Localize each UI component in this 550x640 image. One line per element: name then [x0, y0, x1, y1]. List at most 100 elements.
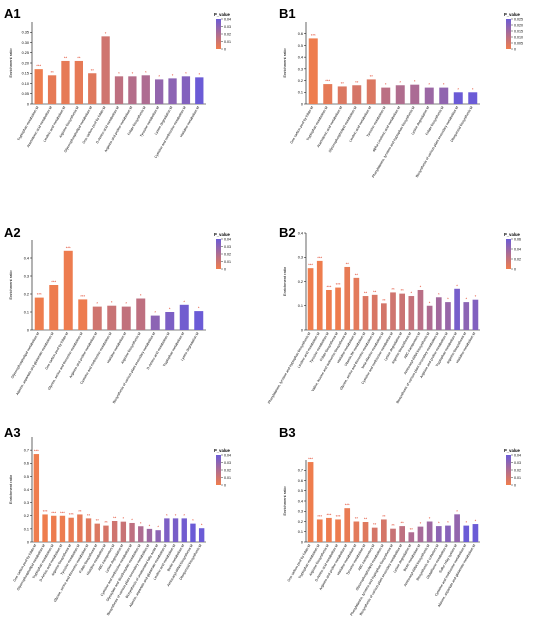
bar-significance-label-a3: **	[104, 520, 108, 525]
bar-b1	[337, 86, 347, 104]
bar-b1	[395, 85, 405, 104]
legend-tick-label-b3: 0.02	[514, 468, 521, 472]
y-tick-label-b3: 0.1	[298, 530, 303, 534]
bar-significance-label-a1: *	[198, 72, 200, 77]
bar-significance-label-a1: *	[185, 71, 187, 76]
legend-tick-label-b1: 0.025	[514, 17, 523, 21]
legend-tick-label-b3: 0.04	[514, 453, 521, 457]
y-tick-label-a3: 0.3	[24, 501, 29, 505]
bar-a1	[61, 60, 70, 104]
y-tick-label-b3: 0.6	[298, 479, 303, 483]
bar-a3	[85, 518, 92, 542]
bar-significance-label-a3: ***	[43, 509, 48, 514]
bar-significance-label-a3: **	[113, 516, 117, 521]
bar-a1	[181, 76, 191, 104]
bar-significance-label-b2: **	[364, 291, 368, 296]
panel-title-b3: B3	[279, 425, 296, 440]
y-tick-label-b2: 0.2	[298, 280, 303, 284]
bar-significance-label-b3: **	[401, 521, 405, 526]
bar-a1	[168, 78, 177, 104]
bar-a3	[111, 521, 118, 542]
legend-tick-label-b1: 0.015	[514, 29, 523, 33]
y-tick-label-a1: 0.35	[22, 31, 29, 35]
bar-a1	[101, 36, 110, 104]
y-tick-label-a1: 0	[27, 102, 29, 106]
y-tick-label-a3: 0.2	[24, 514, 29, 518]
bar-a3	[103, 525, 109, 542]
bar-b2	[417, 289, 424, 330]
x-tick-label-b1: alpha-Linolenic acid metabolism M	[372, 105, 402, 152]
bar-a2	[78, 299, 88, 330]
bar-significance-label-a3: *	[157, 525, 159, 530]
legend-title-a3: P_value	[214, 448, 231, 453]
bar-significance-label-b3: ***	[308, 457, 313, 462]
legend-tick-label-a3: 0.01	[224, 476, 231, 480]
bar-significance-label-b2: *	[456, 283, 458, 288]
y-tick-label-a3: 0.6	[24, 462, 29, 466]
bar-a1	[47, 75, 57, 104]
bar-significance-label-a1: *	[118, 71, 120, 76]
legend-tick-label-a2: 0	[224, 267, 226, 271]
bar-b1	[308, 38, 318, 104]
bar-b3	[371, 527, 378, 542]
bar-a3	[155, 530, 161, 542]
bar-a1	[155, 79, 164, 104]
bar-b1	[439, 87, 449, 104]
bar-b2	[399, 293, 405, 330]
bar-significance-label-b3: **	[373, 522, 377, 527]
legend-colorbar-b3	[506, 455, 511, 485]
bar-significance-label-b1: *	[399, 80, 401, 85]
bar-significance-label-b2: **	[373, 289, 377, 294]
bar-a2	[165, 312, 175, 330]
bar-b1	[381, 87, 391, 104]
bar-significance-label-b2: **	[382, 298, 386, 303]
bar-significance-label-b3: ***	[345, 503, 350, 508]
bar-significance-label-b2: **	[401, 288, 405, 293]
x-tick-label-b1: Arachidonic acid metabolism M	[316, 105, 343, 148]
y-tick-label-b1: 0.4	[298, 56, 303, 60]
y-tick-label-a2: 0.3	[24, 274, 29, 278]
bar-a3	[33, 454, 40, 542]
bar-b3	[445, 525, 451, 542]
bar-a3	[51, 515, 57, 542]
y-tick-label-a1: 0.05	[22, 92, 29, 96]
bar-b2	[335, 287, 341, 330]
x-tick-label-a2: Arginine and proline metabolism M	[69, 331, 99, 378]
bar-a2	[63, 250, 73, 330]
bar-b2	[326, 289, 332, 330]
legend-tick-label-a1: 0.01	[224, 40, 231, 44]
bar-a1	[128, 76, 137, 104]
y-tick-label-b1: 0.6	[298, 32, 303, 36]
bar-significance-label-b2: *	[429, 300, 431, 305]
bar-a2	[49, 285, 59, 330]
legend-tick-label-a3: 0.02	[224, 468, 231, 472]
bar-significance-label-b2: ***	[308, 263, 313, 268]
bar-b1	[468, 92, 478, 104]
x-tick-label-a2: Glycerophospholipid metabolism M	[10, 331, 40, 379]
bar-significance-label-a3: ***	[69, 512, 74, 517]
bar-significance-label-b3: **	[355, 516, 359, 521]
legend-tick-label-b2: 0.02	[514, 257, 521, 261]
legend-tick-label-a1: 0.02	[224, 32, 231, 36]
bar-a3	[146, 528, 153, 542]
bar-b1	[366, 79, 376, 104]
y-tick-label-b3: 0.7	[298, 469, 303, 473]
bar-b3	[399, 526, 405, 542]
bar-b3	[344, 508, 351, 542]
bar-significance-label-a1: ***	[36, 64, 41, 69]
y-tick-label-b2: 0.3	[298, 256, 303, 260]
bar-significance-label-a3: *	[123, 516, 125, 521]
bar-a3	[164, 518, 170, 542]
bar-significance-label-a1: *	[172, 73, 174, 78]
y-tick-label-a1: 0.25	[22, 51, 29, 55]
bar-significance-label-a2: ***	[80, 294, 85, 299]
legend-colorbar-b1	[506, 19, 511, 49]
bar-b3	[454, 514, 460, 542]
bar-significance-label-b3: *	[429, 516, 431, 521]
y-tick-label-a3: 0.1	[24, 527, 29, 531]
panel-title-b2: B2	[279, 225, 296, 240]
bar-b3	[381, 519, 387, 542]
bar-b2	[390, 292, 396, 330]
y-axis-label-a1: Enrichment ratio	[8, 48, 13, 78]
